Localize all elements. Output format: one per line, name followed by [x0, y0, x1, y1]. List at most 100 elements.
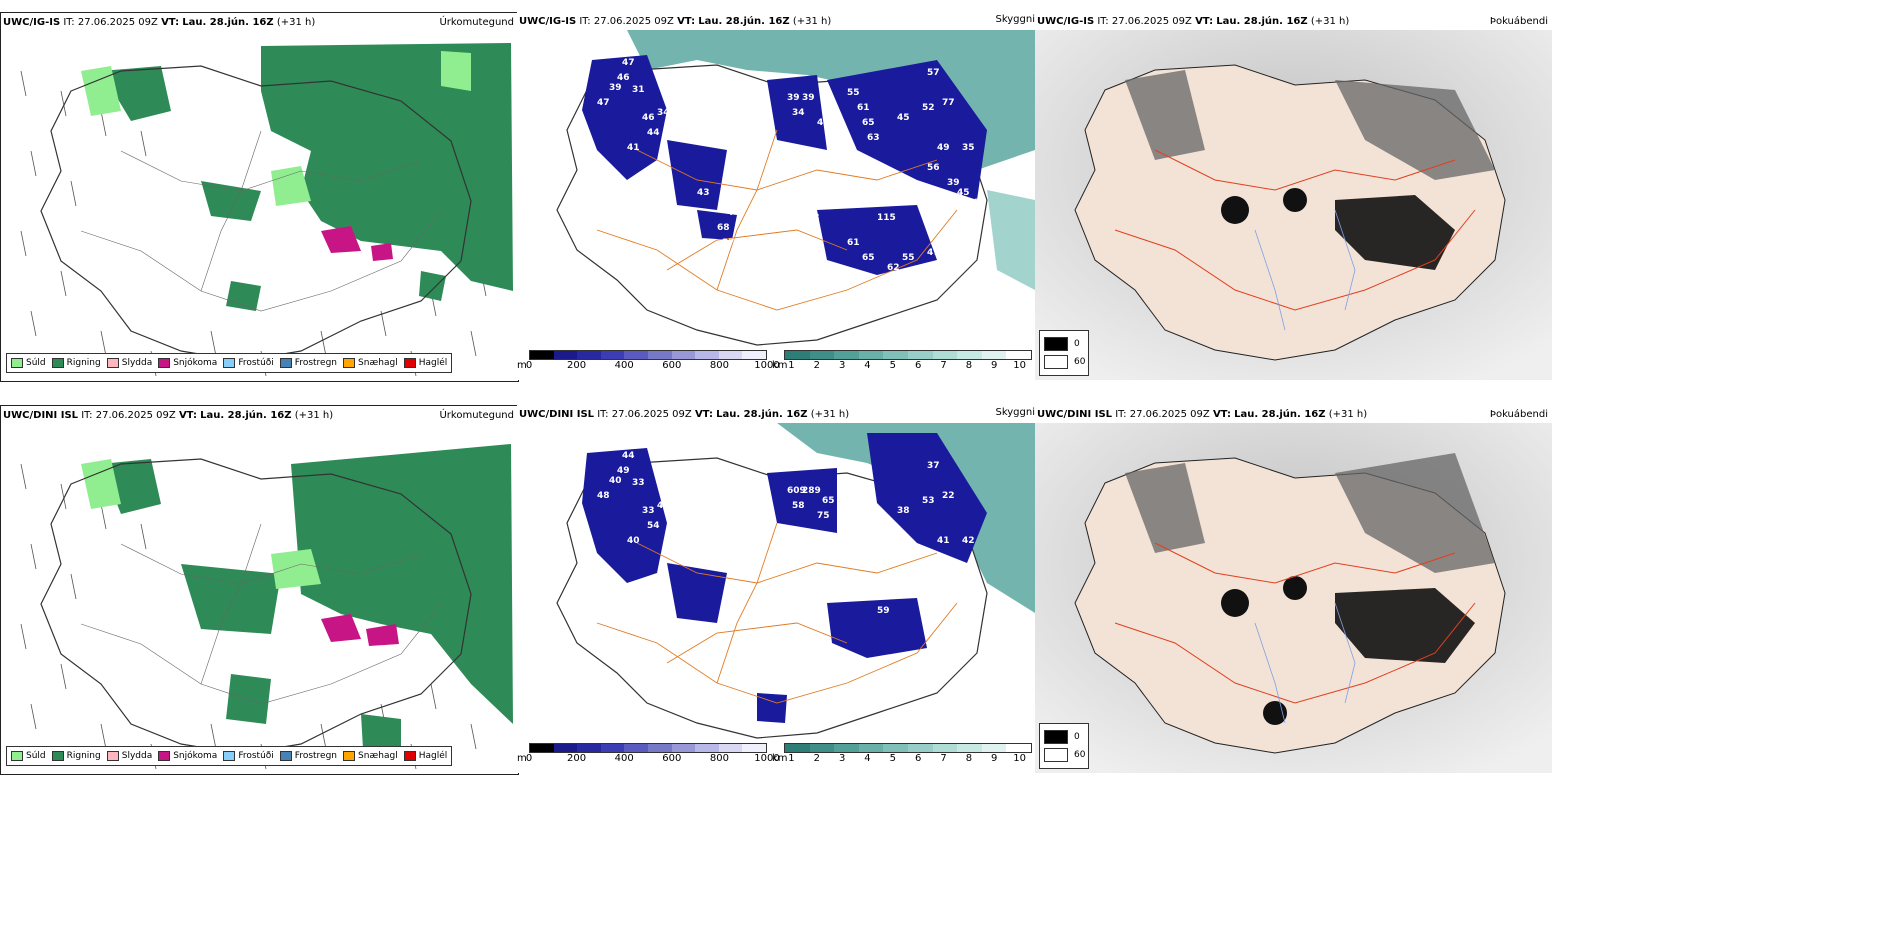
- precip-type-legend: Súld Rigning Slydda Snjókoma Frostúði Frostre…: [6, 746, 453, 766]
- colorbar-tick: 4: [864, 753, 871, 764]
- colorbar-tick: 10: [1013, 360, 1026, 371]
- colorbar-segment: [858, 744, 884, 752]
- cloud-base-value: 50: [967, 198, 980, 208]
- cloud-base-value: 34: [657, 108, 670, 118]
- colorbar-unit: m: [517, 360, 527, 371]
- lead-time: (+31 h): [810, 409, 850, 420]
- colorbar-unit: km: [772, 753, 788, 764]
- colorbar-segment: [785, 351, 810, 359]
- colorbar-tick: 2: [813, 753, 820, 764]
- legend-swatch: [223, 751, 236, 761]
- panel-title: Úrkomutegund: [439, 410, 514, 421]
- cloud-base-value: 65: [862, 253, 875, 263]
- colorbar-tick: 200: [567, 360, 587, 371]
- panel-title: Þokuábendi: [1489, 16, 1548, 27]
- cloud-base-value: 40: [609, 476, 622, 486]
- cloud-base-value: 115: [877, 213, 896, 223]
- legend-label: Rigning: [66, 751, 101, 761]
- it-label: IT:: [579, 16, 591, 27]
- colorbar-segment: [718, 351, 743, 359]
- cloud-base-value: 44: [757, 521, 770, 531]
- legend-item: Snæhagl: [343, 751, 398, 761]
- colorbar-segment: [1006, 744, 1031, 752]
- cloud-base-value: 61: [857, 103, 870, 113]
- fog-swatch-dark: [1044, 730, 1068, 744]
- colorbar-ticks: 0 200 400 600 800 1000: [526, 753, 780, 765]
- legend-item: Slydda: [106, 751, 153, 761]
- fog-map: [1035, 30, 1552, 380]
- it-label: IT:: [597, 409, 609, 420]
- it-value: 27.06.2025 09Z: [611, 409, 692, 420]
- legend-label: Snæhagl: [358, 358, 398, 368]
- colorbar-segment: [577, 351, 601, 359]
- legend-item: Haglél: [403, 751, 448, 761]
- colorbar-tick: 1: [788, 753, 795, 764]
- legend-swatch: [403, 751, 416, 761]
- colorbar-segment: [809, 744, 835, 752]
- cloud-base-value: 54: [647, 521, 660, 531]
- colorbar-ticks: 1 2 3 4 5 6 7 8 9 10: [784, 360, 1032, 372]
- colorbar-tick: 5: [889, 753, 897, 764]
- legend-swatch: [343, 751, 356, 761]
- legend-label: Snjókoma: [173, 751, 218, 761]
- legend-label: Haglél: [418, 751, 448, 761]
- cloud-base-value: 58: [792, 501, 805, 511]
- lead-time: (+31 h): [792, 16, 832, 27]
- panel-header: UWC/DINI ISL IT: 27.06.2025 09Z VT: Lau.…: [519, 408, 1031, 422]
- colorbar-segment: [718, 744, 743, 752]
- panel-title: Skyggni: [995, 407, 1035, 418]
- panel-header: UWC/IG-IS IT: 27.06.2025 09Z VT: Lau. 28…: [1037, 15, 1548, 29]
- legend-swatch: [158, 751, 171, 761]
- cloud-base-value: 35: [962, 143, 975, 153]
- fog-legend: 0 60: [1039, 723, 1089, 769]
- colorbar-segment: [530, 744, 554, 752]
- colorbar-segment: [600, 351, 625, 359]
- colorbar-tick: 9: [991, 753, 998, 764]
- legend-item: Rigning: [51, 358, 101, 368]
- cloud-base-value: 52: [822, 103, 835, 113]
- cloud-base-value: 37: [927, 461, 940, 471]
- colorbar-unit: m: [517, 753, 527, 764]
- legend-label: Snæhagl: [358, 751, 398, 761]
- cloud-base-value: 38: [817, 566, 830, 576]
- cloud-base-value: 41: [627, 143, 640, 153]
- drizzle-areas: [81, 51, 471, 206]
- cloud-base-value: 47: [927, 248, 940, 258]
- vt-label: VT:: [694, 409, 713, 420]
- snow-areas: [321, 614, 399, 646]
- cloud-base-value: 53: [862, 183, 875, 193]
- fog-dark-areas: [1221, 188, 1455, 270]
- legend-item: Slydda: [106, 358, 153, 368]
- iceland-outline: [40, 458, 472, 755]
- colorbar-tick: 5: [889, 360, 897, 371]
- cloud-base-value: 49: [817, 118, 830, 128]
- it-value: 27.06.2025 09Z: [593, 16, 674, 27]
- lead-time: (+31 h): [1310, 16, 1350, 27]
- colorbar-strip: [529, 350, 767, 360]
- roads: [1114, 542, 1476, 704]
- legend-item: Snæhagl: [343, 358, 398, 368]
- cloud-base-value: 42: [742, 118, 755, 128]
- precip-type-legend: Súld Rigning Slydda Snjókoma Frostúði Frostre…: [6, 353, 453, 373]
- cloud-base-value: 72: [817, 173, 830, 183]
- cloud-base-value: 48: [862, 511, 875, 521]
- legend-item: Rigning: [51, 751, 101, 761]
- roads: [80, 130, 442, 312]
- colorbar-segment: [785, 744, 810, 752]
- vt-label: VT:: [178, 410, 197, 421]
- colorbar-tick: 8: [965, 360, 973, 371]
- cloud-base-value: 56: [852, 556, 865, 566]
- legend-label: Slydda: [121, 751, 153, 761]
- legend-label: Slydda: [121, 358, 153, 368]
- colorbar-segment: [600, 744, 625, 752]
- lead-time: (+31 h): [276, 17, 316, 28]
- legend-label: Frostregn: [294, 358, 338, 368]
- legend-swatch: [11, 358, 23, 368]
- colorbar-tick: 600: [662, 753, 682, 764]
- cloud-visibility-map: 44 49 40 33 48 33 49 41 54 40 46 57 44 609 289 58 65 75 62…: [517, 423, 1035, 743]
- cloud-base-value: 44: [647, 128, 660, 138]
- cloud-base-value: 44: [727, 208, 740, 218]
- colorbar-tick: 3: [838, 360, 846, 371]
- colorbar-tick: 8: [965, 753, 973, 764]
